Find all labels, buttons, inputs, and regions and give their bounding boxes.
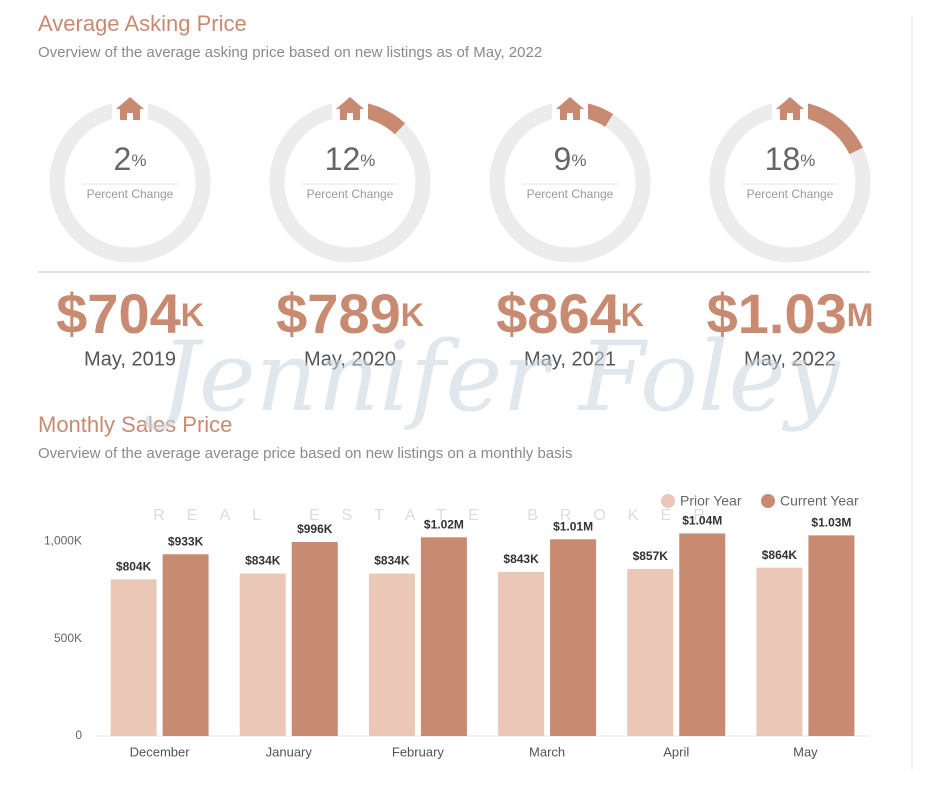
bar (756, 567, 803, 736)
house-icon (116, 97, 144, 120)
price-unit: K (401, 297, 424, 333)
y-tick-label: 0 (75, 728, 82, 742)
x-tick-label: February (392, 744, 445, 759)
bar (679, 533, 726, 736)
donut-label: Percent Change (527, 187, 614, 201)
legend-swatch (761, 494, 775, 508)
price: $789K (276, 282, 424, 345)
donut-track (489, 101, 651, 263)
value-label: $933K (168, 534, 204, 548)
bar (420, 537, 467, 736)
price: $864K (496, 282, 644, 345)
x-tick-label: December (130, 744, 191, 759)
price-amount: $1.03 (707, 282, 847, 345)
y-tick-label: 500K (54, 631, 82, 645)
donut-value: 18% (765, 141, 816, 177)
price-unit: M (847, 297, 874, 333)
donut-track (269, 101, 431, 263)
donut-label: Percent Change (307, 187, 394, 201)
price: $1.03M (707, 282, 874, 345)
value-label: $834K (245, 554, 281, 568)
value-label: $1.01M (553, 519, 593, 533)
value-label: $864K (762, 548, 798, 562)
value-label: $996K (297, 522, 333, 536)
donut-value: 9% (554, 141, 587, 177)
price-amount: $789 (276, 282, 401, 345)
donut-track (49, 101, 211, 263)
price: $704K (56, 282, 204, 345)
legend-label: Prior Year (680, 493, 742, 509)
bar (627, 569, 674, 736)
value-label: $1.02M (424, 517, 464, 531)
price-date: May, 2021 (524, 348, 616, 370)
bar (550, 539, 597, 736)
value-label: $1.03M (811, 516, 851, 530)
donut-unit: % (571, 151, 586, 170)
price-unit: K (621, 297, 644, 333)
donut-unit: % (800, 151, 815, 170)
bar (110, 579, 157, 736)
price-date: May, 2019 (84, 348, 176, 370)
donut-label: Percent Change (87, 187, 174, 201)
house-icon (776, 97, 804, 120)
bar (162, 554, 209, 736)
x-tick-label: March (529, 744, 565, 759)
donut-unit: % (360, 151, 375, 170)
bar (291, 541, 338, 736)
legend-label: Current Year (780, 493, 859, 509)
donut-number: 9 (554, 141, 572, 177)
x-tick-label: January (266, 744, 313, 759)
house-icon (336, 97, 364, 120)
legend-swatch (661, 494, 675, 508)
price-date: May, 2020 (304, 348, 396, 370)
value-label: $1.04M (682, 514, 722, 528)
price-unit: K (181, 297, 204, 333)
y-tick-label: 1,000K (44, 533, 82, 547)
donut-label: Percent Change (747, 187, 834, 201)
section-subtitle: Overview of the average asking price bas… (38, 44, 542, 61)
chart-title: Monthly Sales Price (38, 412, 232, 437)
bar (808, 535, 855, 736)
bar (498, 571, 545, 736)
x-tick-label: May (793, 744, 818, 759)
donut-number: 18 (765, 141, 801, 177)
watermark-name: Jennifer Foley (143, 321, 841, 433)
chart-subtitle: Overview of the average average price ba… (38, 445, 572, 462)
house-icon (556, 97, 584, 120)
donut-number: 2 (114, 141, 132, 177)
donut-value: 2% (114, 141, 147, 177)
donut-number: 12 (325, 141, 361, 177)
x-tick-label: April (663, 744, 689, 759)
value-label: $843K (503, 552, 539, 566)
donut-value: 12% (325, 141, 376, 177)
value-label: $834K (374, 554, 410, 568)
value-label: $857K (633, 549, 669, 563)
donut-unit: % (131, 151, 146, 170)
price-amount: $704 (56, 282, 181, 345)
value-label: $804K (116, 560, 152, 574)
bar (368, 573, 415, 736)
price-amount: $864 (496, 282, 621, 345)
watermark-tagline: REAL ESTATE BROKER (153, 507, 727, 524)
section-title: Average Asking Price (38, 11, 247, 36)
bar (239, 573, 286, 736)
price-date: May, 2022 (744, 348, 836, 370)
